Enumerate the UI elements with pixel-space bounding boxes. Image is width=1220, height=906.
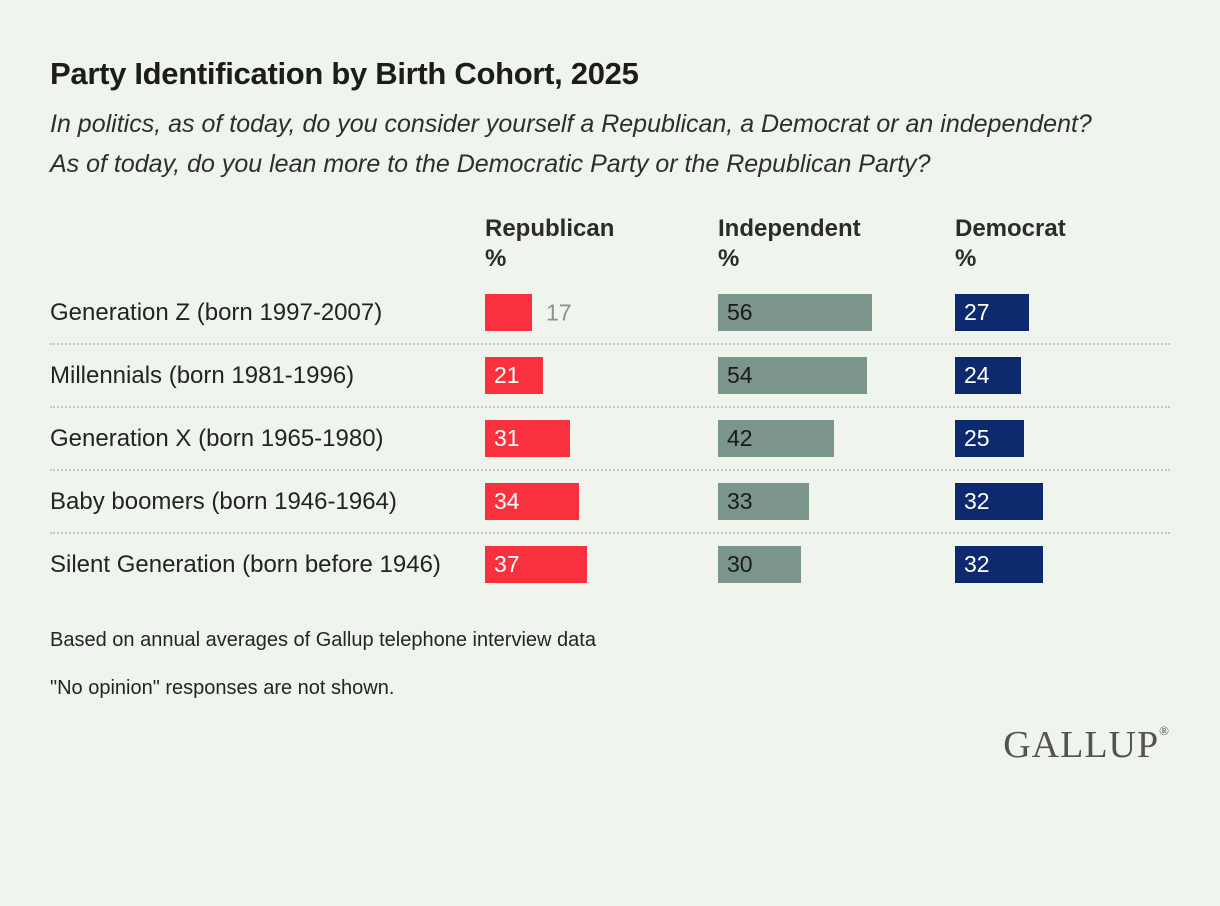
table-row: Millennials (born 1981-1996) 21 54 24	[50, 345, 1170, 408]
bar-value-label: 37	[494, 551, 520, 577]
registered-mark-icon: ®	[1159, 723, 1170, 738]
table-row: Baby boomers (born 1946-1964) 34 33 32	[50, 471, 1170, 534]
column-header-republican: Republican%	[485, 214, 718, 274]
category-label: Generation Z (born 1997-2007)	[50, 299, 383, 326]
logo-row: GALLUP®	[50, 723, 1170, 767]
no-opinion-note: "No opinion" responses are not shown.	[50, 677, 395, 699]
bar-democrat: 32	[955, 483, 1043, 520]
column-header-name: Democrat	[955, 215, 1066, 242]
column-headers: Republican% Independent% Democrat%	[50, 214, 1170, 274]
bar-independent: 56	[718, 294, 872, 331]
bar-value-label: 56	[727, 299, 753, 325]
category-label: Generation X (born 1965-1980)	[50, 425, 384, 452]
bar-value-label: 30	[727, 551, 753, 577]
bar-value-label: 31	[494, 425, 520, 451]
bar-cell-republican: 21	[485, 357, 718, 394]
column-header-unit: %	[955, 245, 977, 272]
bar-republican: 37	[485, 546, 587, 583]
bar-democrat: 24	[955, 357, 1021, 394]
bar-cell-independent: 42	[718, 420, 955, 457]
bar-cell-republican: 31	[485, 420, 718, 457]
bar-cell-independent: 54	[718, 357, 955, 394]
bar-independent: 33	[718, 483, 809, 520]
bar-value-label: 54	[727, 362, 753, 388]
bar-independent: 54	[718, 357, 867, 394]
bar-cell-republican: 34	[485, 483, 718, 520]
bar-independent: 42	[718, 420, 834, 457]
bar-republican: 21	[485, 357, 543, 394]
bar-value-label: 34	[494, 488, 520, 514]
bar-democrat: 32	[955, 546, 1043, 583]
column-header-unit: %	[485, 245, 507, 272]
column-header-independent: Independent%	[718, 214, 955, 274]
bar-cell-democrat: 27	[955, 294, 1170, 331]
category-label: Baby boomers (born 1946-1964)	[50, 488, 397, 515]
category-label: Millennials (born 1981-1996)	[50, 362, 355, 389]
gallup-logo: GALLUP®	[1003, 723, 1170, 766]
bar-cell-democrat: 25	[955, 420, 1170, 457]
bar-cell-democrat: 24	[955, 357, 1170, 394]
bar-value-label: 32	[964, 551, 990, 577]
bar-value-label: 25	[964, 425, 990, 451]
category-label: Silent Generation (born before 1946)	[50, 551, 441, 578]
bar-value-label: 24	[964, 362, 990, 388]
source-note: Based on annual averages of Gallup telep…	[50, 629, 596, 651]
bar-cell-independent: 30	[718, 546, 955, 583]
bar-value-label: 32	[964, 488, 990, 514]
bar-republican: 31	[485, 420, 570, 457]
bar-independent: 30	[718, 546, 801, 583]
bar-cell-democrat: 32	[955, 483, 1170, 520]
column-header-democrat: Democrat%	[955, 214, 1170, 274]
page-title: Party Identification by Birth Cohort, 20…	[50, 56, 639, 91]
column-header-unit: %	[718, 245, 740, 272]
bar-value-label: 42	[727, 425, 753, 451]
bar-value-label: 21	[494, 362, 520, 388]
column-header-name: Independent	[718, 215, 861, 242]
table-row: Generation X (born 1965-1980) 31 42 25	[50, 408, 1170, 471]
survey-question-2: As of today, do you lean more to the Dem…	[50, 150, 931, 178]
bar-republican: 34	[485, 483, 579, 520]
table-row: Silent Generation (born before 1946) 37 30…	[50, 534, 1170, 595]
bar-cell-independent: 33	[718, 483, 955, 520]
bar-cell-republican: 37	[485, 546, 718, 583]
bar-cell-republican: 17	[485, 294, 718, 331]
bar-republican	[485, 294, 532, 331]
table-row: Generation Z (born 1997-2007) 17 56 27	[50, 282, 1170, 345]
bar-chart: Generation Z (born 1997-2007) 17 56 27 Mille…	[50, 282, 1170, 595]
survey-question-1: In politics, as of today, do you conside…	[50, 110, 1092, 138]
gallup-logo-text: GALLUP	[1003, 724, 1160, 766]
bar-value-label: 17	[546, 299, 572, 325]
bar-cell-democrat: 32	[955, 546, 1170, 583]
bar-cell-independent: 56	[718, 294, 955, 331]
bar-value-label: 33	[727, 488, 753, 514]
column-header-name: Republican	[485, 215, 615, 242]
bar-democrat: 27	[955, 294, 1029, 331]
bar-democrat: 25	[955, 420, 1024, 457]
bar-value-label: 27	[964, 299, 990, 325]
